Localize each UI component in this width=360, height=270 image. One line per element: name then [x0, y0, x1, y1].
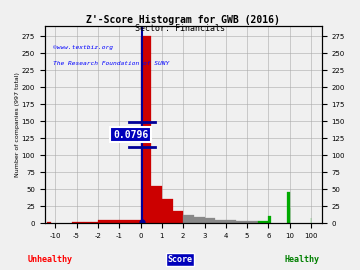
Bar	[77, 222, 84, 223]
Bar	[204, 218, 215, 223]
Bar	[84, 222, 91, 223]
Bar	[183, 215, 194, 223]
Text: The Research Foundation of SUNY: The Research Foundation of SUNY	[53, 61, 169, 66]
Text: Unhealthy: Unhealthy	[28, 255, 73, 264]
Text: Score: Score	[167, 255, 193, 264]
Bar	[269, 216, 271, 223]
Bar	[287, 193, 290, 223]
Bar	[194, 217, 204, 223]
Bar	[119, 220, 140, 223]
Text: ©www.textbiz.org: ©www.textbiz.org	[53, 45, 113, 50]
Bar	[91, 222, 98, 223]
Bar	[151, 186, 162, 223]
Bar	[258, 221, 269, 223]
Y-axis label: Number of companies (997 total): Number of companies (997 total)	[15, 72, 20, 177]
Bar	[47, 222, 51, 223]
Text: Sector: Financials: Sector: Financials	[135, 24, 225, 33]
Bar	[162, 199, 172, 223]
Bar	[72, 222, 77, 223]
Bar	[237, 221, 247, 223]
Title: Z'-Score Histogram for GWB (2016): Z'-Score Histogram for GWB (2016)	[86, 15, 280, 25]
Bar	[140, 36, 151, 223]
Text: Healthy: Healthy	[285, 255, 320, 264]
Bar	[247, 221, 258, 223]
Bar	[215, 220, 226, 223]
Bar	[172, 211, 183, 223]
Bar	[226, 220, 237, 223]
Bar	[98, 220, 119, 223]
Text: 0.0796: 0.0796	[113, 130, 148, 140]
